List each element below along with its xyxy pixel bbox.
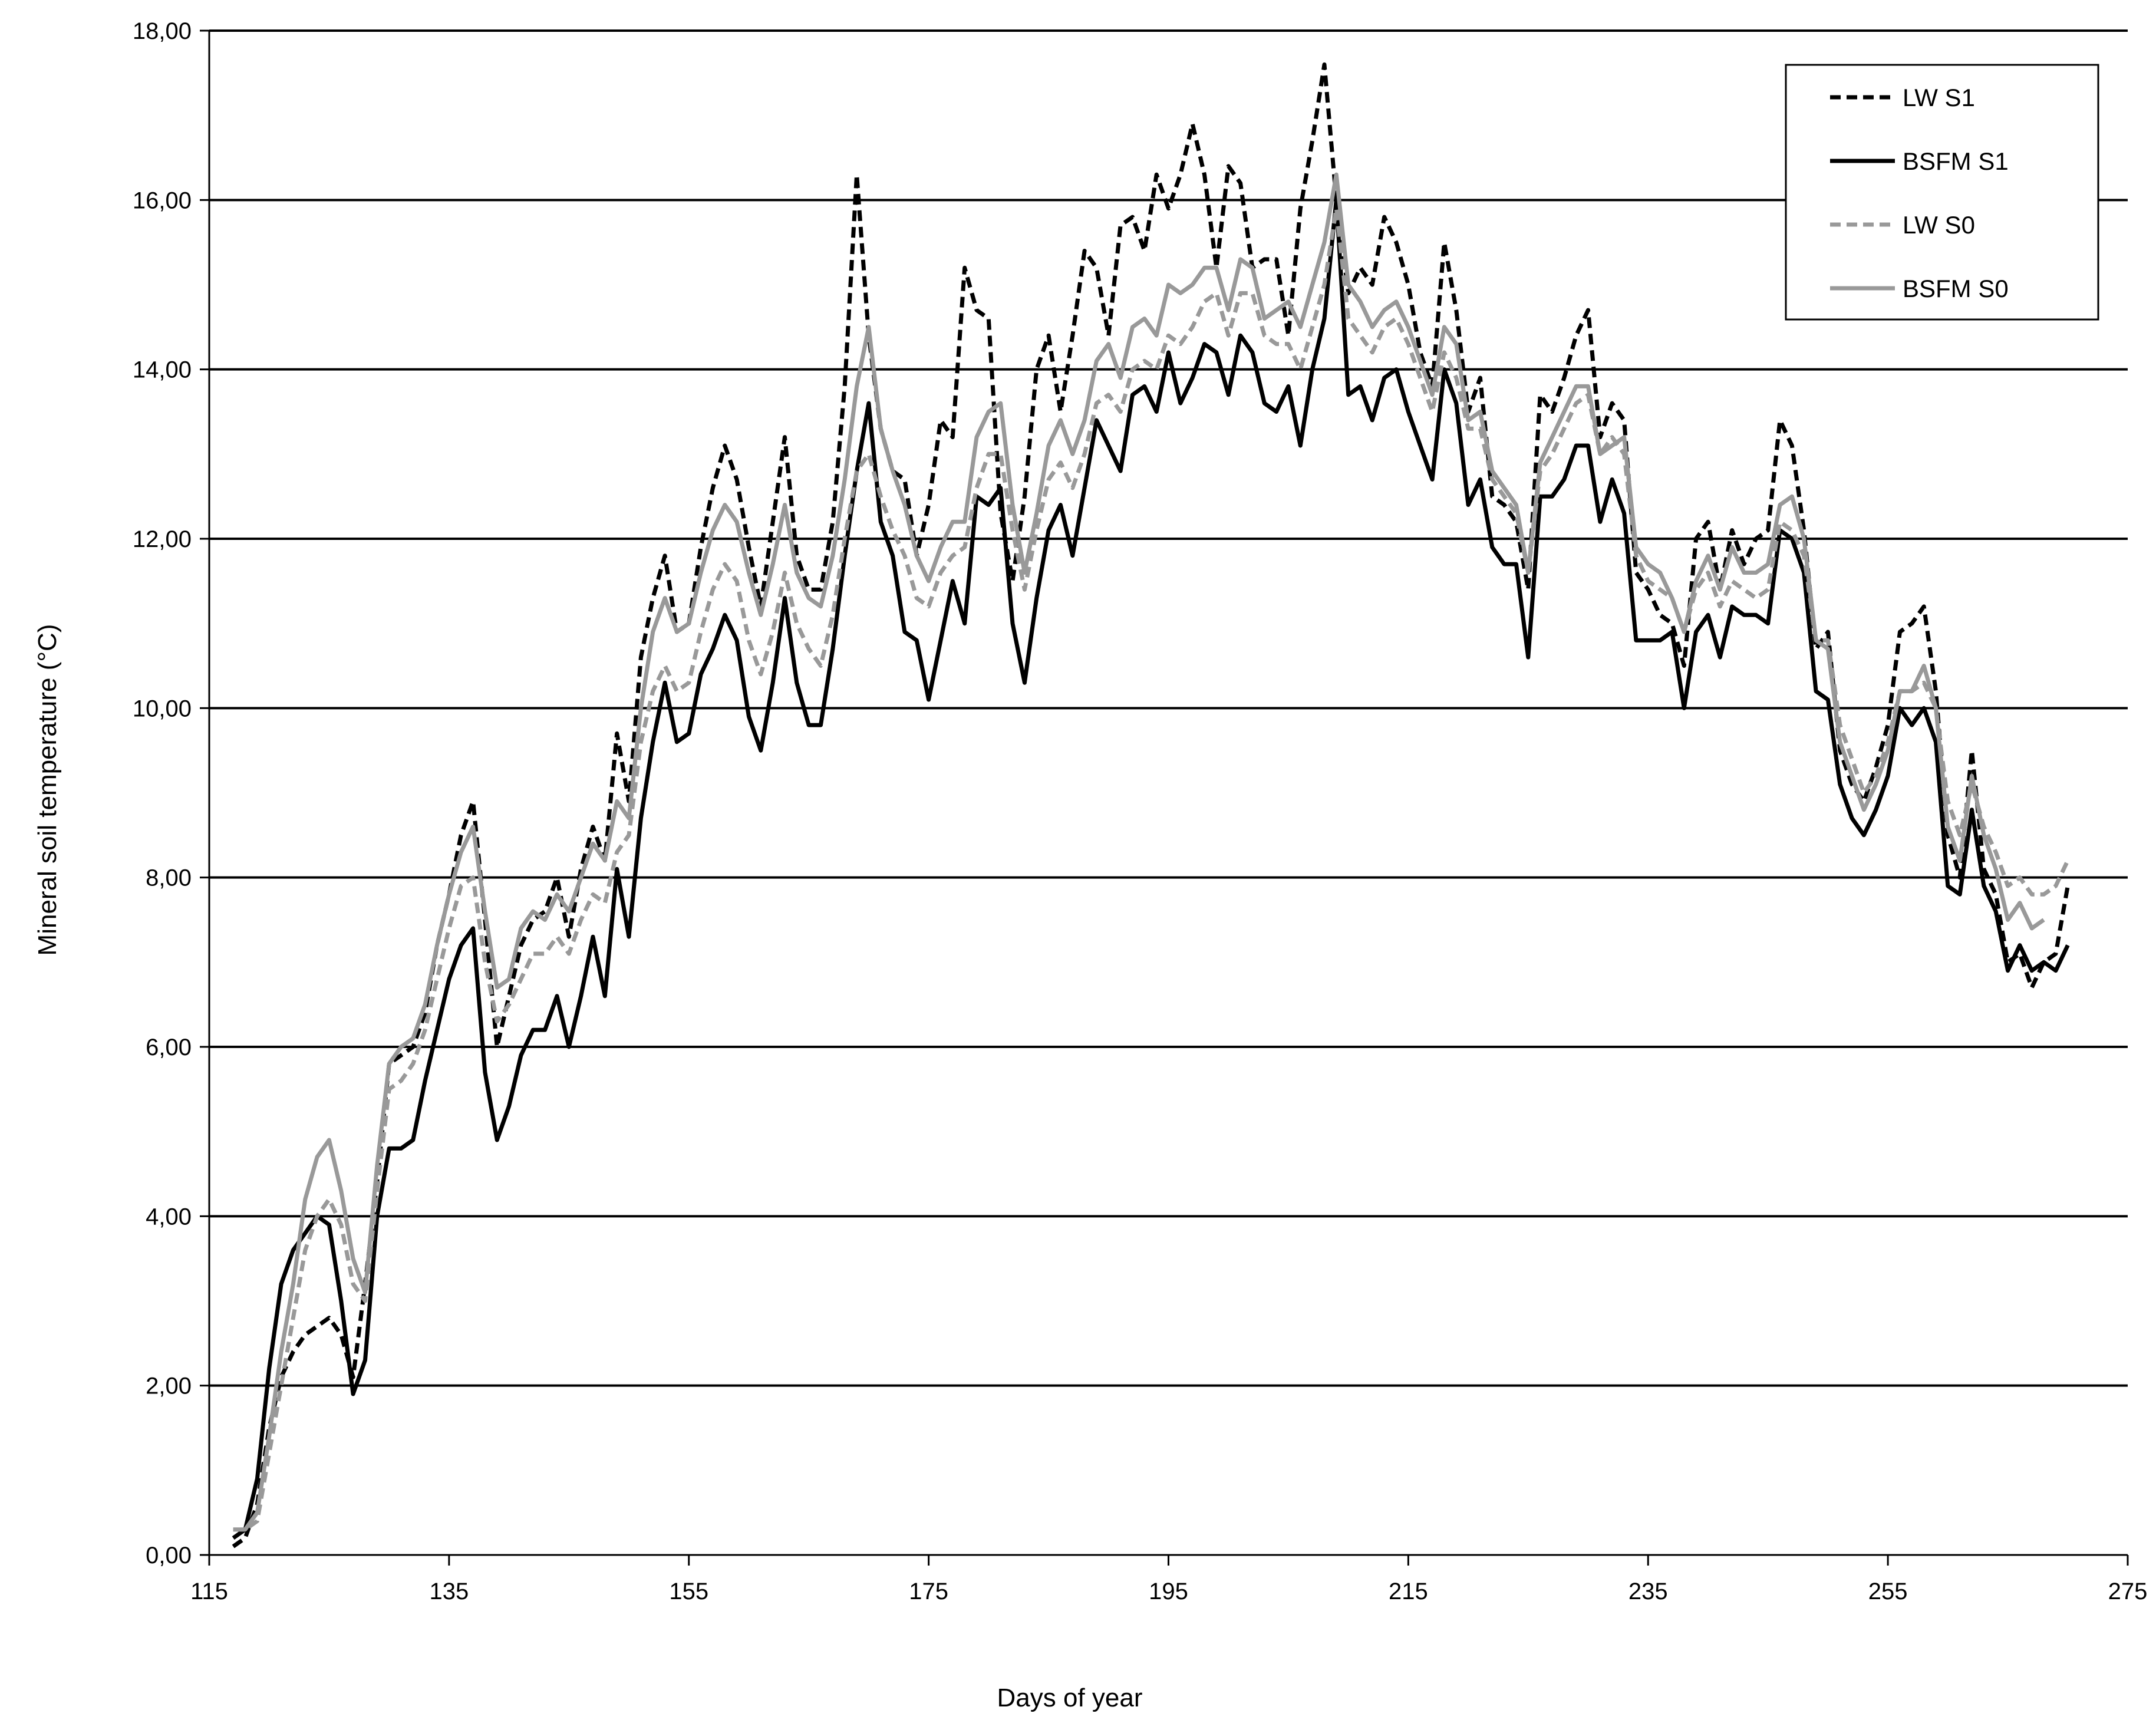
x-tick-label: 195 — [1149, 1579, 1188, 1604]
legend-label: BSFM S0 — [1903, 275, 2009, 302]
y-axis-title: Mineral soil temperature (°C) — [33, 624, 62, 956]
y-tick-label: 8,00 — [146, 865, 192, 891]
x-tick-label: 215 — [1389, 1579, 1428, 1604]
y-tick-labels: 0,00 2,00 4,00 6,00 8,00 10,00 12,00 14,00 16,00… — [133, 18, 192, 1569]
y-tick-label: 16,00 — [133, 187, 192, 213]
series-line-bsfm-s0 — [233, 172, 2045, 1532]
y-tick-label: 0,00 — [146, 1543, 192, 1569]
y-tick-label: 10,00 — [133, 696, 192, 721]
x-tick-label: 235 — [1628, 1579, 1668, 1604]
series-lines — [232, 62, 2070, 1548]
x-tick-labels: 115 135 155 175 195 215 235 255 275 — [190, 1579, 2147, 1604]
x-tick-label: 135 — [430, 1579, 469, 1604]
axes — [200, 29, 2129, 1566]
legend: LW S1 BSFM S1 LW S0 BSFM S0 — [1785, 64, 2099, 321]
x-axis-title: Days of year — [997, 1683, 1143, 1712]
gridlines — [209, 29, 2128, 1387]
series-line-lw-s0 — [233, 206, 2070, 1532]
legend-label: BSFM S1 — [1903, 147, 2009, 175]
y-tick-label: 18,00 — [133, 18, 192, 44]
x-tick-label: 275 — [2108, 1579, 2148, 1604]
x-tick-label: 175 — [909, 1579, 948, 1604]
x-tick-label: 115 — [190, 1579, 228, 1604]
x-tick-label: 155 — [669, 1579, 708, 1604]
y-tick-label: 2,00 — [146, 1373, 192, 1399]
y-tick-label: 4,00 — [146, 1204, 192, 1230]
legend-label: LW S1 — [1903, 84, 1975, 111]
series-line-bsfm-s1 — [232, 197, 2070, 1540]
y-tick-label: 12,00 — [133, 526, 192, 552]
y-tick-label: 6,00 — [146, 1034, 192, 1060]
legend-label: LW S0 — [1903, 211, 1975, 239]
x-tick-label: 255 — [1868, 1579, 1908, 1604]
y-tick-label: 14,00 — [133, 357, 192, 383]
legend-box — [1785, 64, 2099, 321]
